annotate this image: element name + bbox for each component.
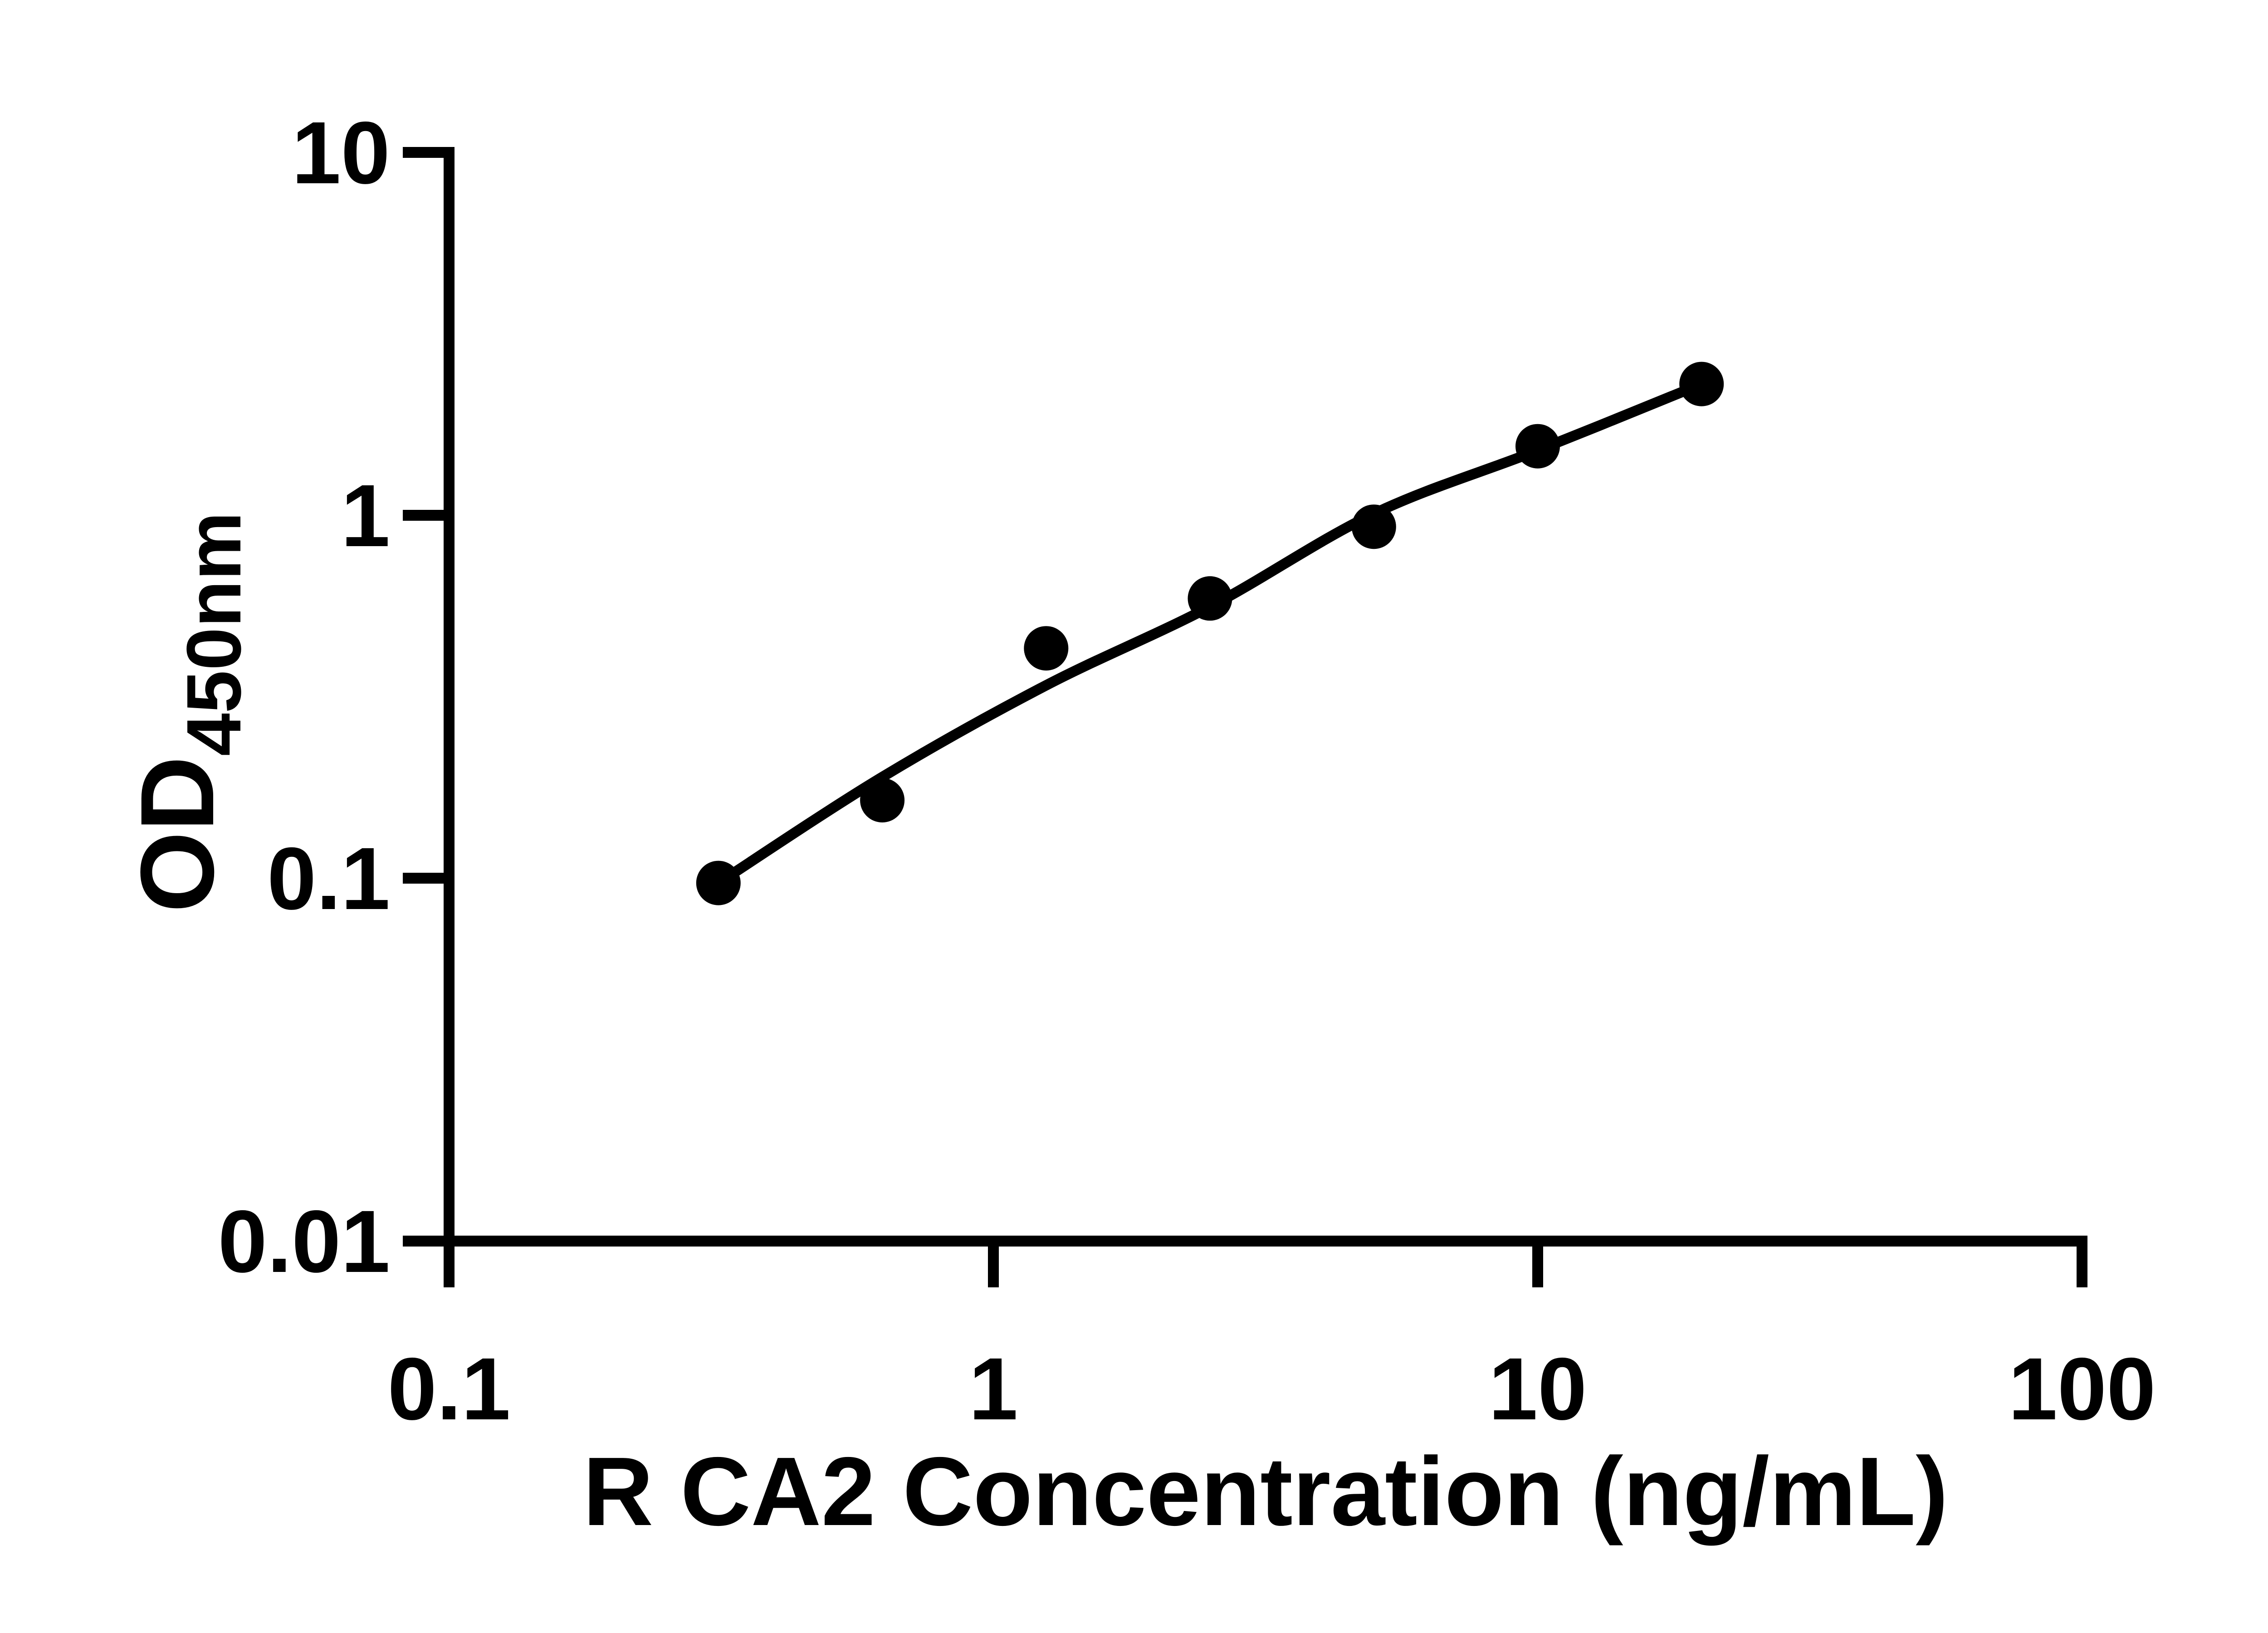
y-tick-label: 1 [341,466,390,565]
y-tick-label: 0.1 [267,829,390,928]
x-axis-title: R CA2 Concentration (ng/mL) [583,1437,1948,1546]
x-axis: 0.1 1 10 100 [387,1236,2156,1438]
x-tick-label: 10 [1489,1340,1587,1438]
data-point [1024,626,1069,671]
x-tick-label: 0.1 [387,1340,510,1438]
x-tick-group: 0.1 1 10 100 [387,1247,2156,1438]
x-tick-label: 100 [2008,1340,2156,1438]
y-tick-label: 0.01 [218,1192,390,1291]
data-point [1188,576,1232,621]
y-axis-title-subscript: 450nm [171,512,257,756]
y-axis-title: OD450nm [119,512,257,913]
y-axis: 10 1 0.1 0.01 [218,103,455,1291]
y-tick-group: 10 1 0.1 0.01 [218,103,444,1291]
data-point [860,778,905,823]
y-tick-label: 10 [292,103,390,202]
data-point [1679,362,1724,406]
x-tick-label: 1 [969,1340,1018,1438]
data-point [1351,504,1396,549]
y-axis-title-main: OD [119,756,235,913]
data-points [696,362,1724,905]
data-point [696,861,741,905]
data-point [1515,424,1560,469]
